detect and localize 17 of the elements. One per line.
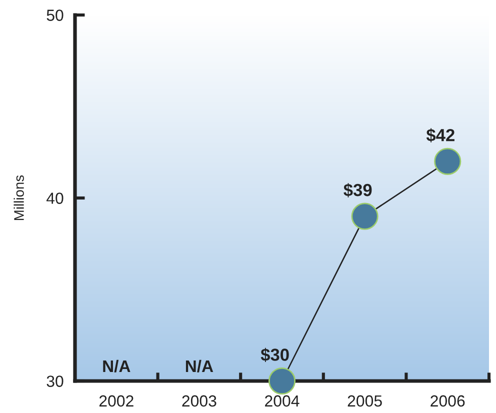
x-tick-label: 2006 xyxy=(430,395,465,407)
point xyxy=(268,367,296,395)
x-tick-label: 2002 xyxy=(99,395,134,407)
y-tick-label: 50 xyxy=(46,10,64,21)
point xyxy=(351,202,378,230)
data-label: $42 xyxy=(426,128,454,142)
y-axis-title: Millions xyxy=(14,175,24,220)
text: N/A xyxy=(186,360,214,372)
x-tick-label: 2005 xyxy=(348,395,382,407)
y-tick-label: 30 xyxy=(46,376,64,387)
x-tick-label: 2003 xyxy=(182,395,216,407)
point xyxy=(434,148,462,175)
y-tick-label: 40 xyxy=(46,192,64,204)
x-tick-label: 2004 xyxy=(265,395,300,407)
data-label: $30 xyxy=(260,348,289,362)
data-label: $39 xyxy=(344,183,372,198)
text: N/A xyxy=(103,360,130,372)
